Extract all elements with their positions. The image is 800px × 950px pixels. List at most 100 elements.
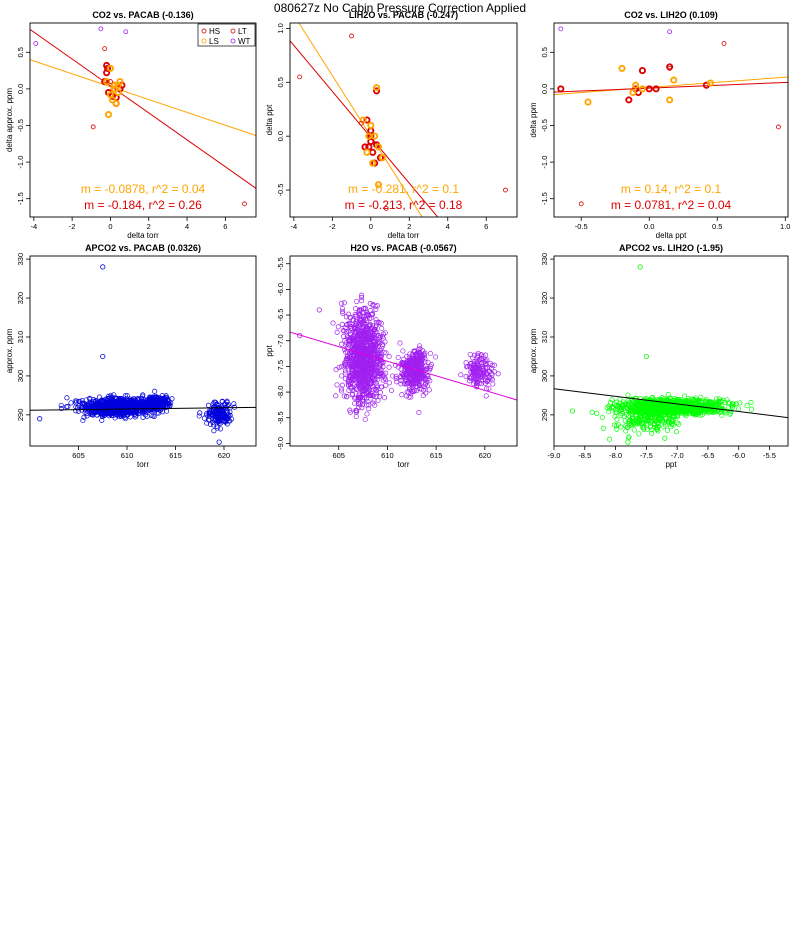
plot-area xyxy=(554,264,788,445)
data-point xyxy=(370,400,376,406)
chart-title: LIH2O vs. PACAB (-0.247) xyxy=(349,10,458,20)
data-point xyxy=(349,336,355,342)
data-point xyxy=(341,328,347,334)
data-point xyxy=(698,394,704,400)
y-tick-label: -1.0 xyxy=(540,156,549,169)
data-point xyxy=(351,361,358,367)
data-point xyxy=(375,397,381,404)
data-point xyxy=(204,420,210,426)
data-point xyxy=(364,329,370,336)
data-point-lt xyxy=(349,33,354,39)
data-point xyxy=(646,411,653,418)
data-point xyxy=(414,357,420,363)
data-point xyxy=(104,411,110,417)
data-point xyxy=(406,389,412,395)
data-point xyxy=(201,415,207,421)
data-point xyxy=(479,363,485,370)
data-point xyxy=(424,383,430,389)
y-axis-label: delta approx. ppm xyxy=(5,88,14,152)
y-axis-label: approx. ppm xyxy=(529,328,538,373)
point-cloud xyxy=(388,340,439,416)
data-point xyxy=(356,391,362,397)
data-point xyxy=(345,381,352,387)
data-point xyxy=(416,383,422,389)
data-point xyxy=(417,343,423,349)
data-point xyxy=(227,409,233,415)
data-point xyxy=(352,325,358,331)
data-point-lt xyxy=(297,74,303,80)
data-point xyxy=(491,369,497,375)
data-point xyxy=(359,298,365,304)
data-point-ls xyxy=(666,96,674,104)
x-tick-label: -2 xyxy=(329,222,336,231)
data-point xyxy=(345,366,351,372)
data-point-ls xyxy=(632,81,640,89)
data-point xyxy=(413,380,419,386)
data-point xyxy=(381,372,387,378)
data-point xyxy=(330,320,336,326)
y-tick-label: -0.5 xyxy=(540,119,549,132)
data-point xyxy=(366,406,372,412)
data-point xyxy=(368,328,374,334)
data-point-lt xyxy=(108,79,113,84)
data-point xyxy=(362,416,368,423)
data-point xyxy=(407,351,413,357)
data-point xyxy=(360,366,367,372)
data-point xyxy=(360,376,366,382)
data-point xyxy=(114,403,120,409)
x-tick-label: 615 xyxy=(169,451,182,460)
data-point xyxy=(632,405,638,411)
data-point xyxy=(68,400,74,406)
data-point xyxy=(350,372,356,378)
data-point xyxy=(628,407,634,413)
x-axis-label: delta torr xyxy=(388,231,420,240)
y-tick-label: 0.0 xyxy=(276,131,285,141)
data-point xyxy=(339,305,345,312)
data-point xyxy=(346,329,352,335)
data-point xyxy=(569,408,576,414)
data-point xyxy=(644,396,650,402)
data-point xyxy=(372,377,378,383)
data-point xyxy=(654,425,661,431)
data-point xyxy=(733,401,739,407)
data-point xyxy=(665,392,671,398)
y-tick-label: 320 xyxy=(16,292,25,305)
data-point xyxy=(418,361,424,367)
data-point xyxy=(416,410,422,416)
data-point xyxy=(370,363,376,369)
data-point xyxy=(82,407,89,413)
data-point xyxy=(214,425,220,431)
data-point xyxy=(484,379,490,385)
data-point xyxy=(74,398,80,404)
x-axis-label: delta torr xyxy=(127,231,159,240)
data-point xyxy=(58,402,64,408)
data-point xyxy=(161,397,167,403)
data-point xyxy=(589,409,595,415)
data-point xyxy=(737,400,743,406)
data-point xyxy=(463,360,469,366)
data-point xyxy=(664,407,670,413)
x-axis-label: ppt xyxy=(665,460,677,469)
data-point xyxy=(367,316,373,322)
data-point xyxy=(124,398,130,404)
data-point xyxy=(404,353,410,360)
data-point-ls xyxy=(374,143,383,151)
data-point xyxy=(463,374,469,380)
data-point xyxy=(157,400,163,407)
data-point xyxy=(363,396,369,402)
data-point-ls xyxy=(374,181,383,189)
data-point xyxy=(390,373,396,379)
data-point xyxy=(388,387,395,393)
data-point xyxy=(341,393,347,399)
data-point xyxy=(626,434,632,440)
data-point xyxy=(226,414,232,420)
data-point xyxy=(698,407,704,413)
x-tick-label: 0.5 xyxy=(712,222,722,231)
data-point xyxy=(482,365,489,371)
x-tick-label: 0 xyxy=(369,222,373,231)
plot-frame xyxy=(553,22,789,218)
data-point xyxy=(424,379,430,385)
data-point xyxy=(410,360,416,366)
data-point xyxy=(347,331,354,337)
